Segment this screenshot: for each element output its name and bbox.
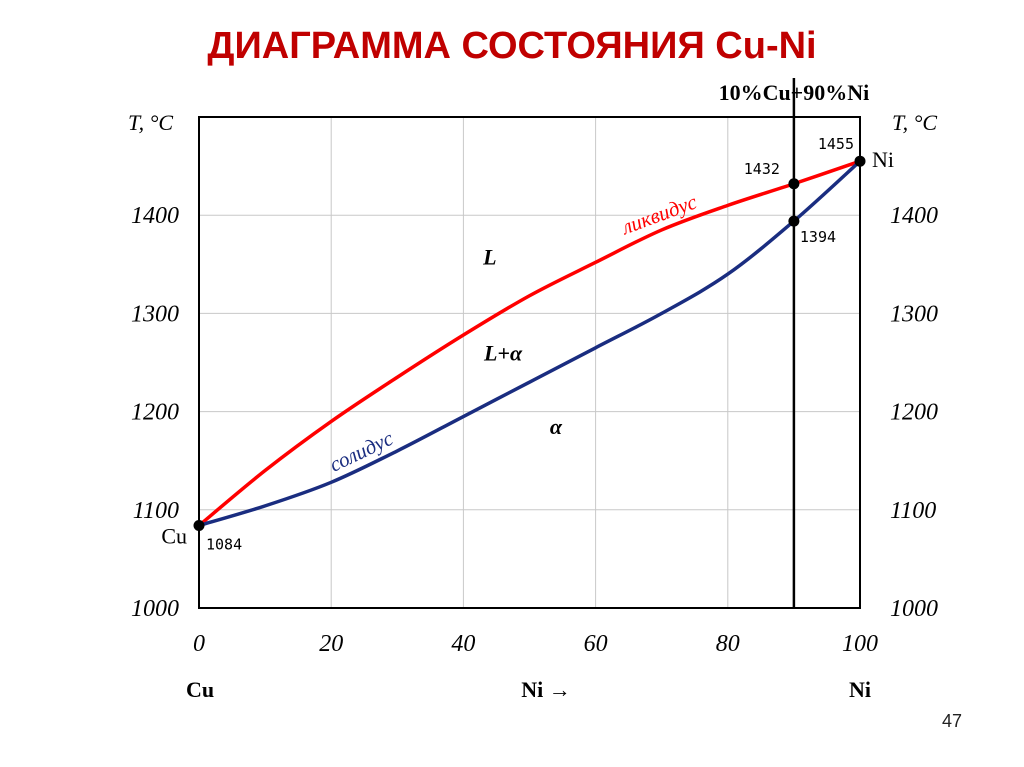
y-tick-left-0: 1000 bbox=[131, 596, 179, 622]
point-marker-1 bbox=[788, 178, 800, 190]
y-axis-label-left: T, °C bbox=[128, 110, 173, 135]
y-tick-right-0: 1000 bbox=[890, 596, 938, 622]
point-marker-3 bbox=[854, 155, 866, 167]
x-tick-4: 80 bbox=[716, 631, 740, 657]
x-center-label: Ni → bbox=[521, 677, 571, 702]
point-label-3: 1455 bbox=[818, 135, 854, 153]
y-tick-right-1: 1100 bbox=[890, 498, 936, 524]
grid-lines bbox=[199, 117, 860, 608]
x-tick-3: 60 bbox=[584, 631, 608, 657]
x-tick-5: 100 bbox=[842, 631, 878, 657]
y-tick-left-1: 1100 bbox=[133, 498, 179, 524]
composition-line-label: 10%Cu+90%Ni bbox=[719, 80, 870, 105]
point-marker-0 bbox=[193, 520, 205, 532]
y-tick-right-4: 1400 bbox=[890, 203, 938, 229]
x-right-label: Ni bbox=[849, 677, 871, 702]
chart-title: ДИАГРАММА СОСТОЯНИЯ Cu-Ni bbox=[207, 25, 816, 67]
point-label-0: 1084 bbox=[206, 536, 242, 554]
plot-frame bbox=[198, 116, 861, 609]
y-axis-label-right: T, °C bbox=[892, 110, 937, 135]
point-endpoint-label-3: Ni bbox=[872, 147, 894, 172]
y-tick-right-3: 1300 bbox=[890, 301, 938, 327]
page-number: 47 bbox=[942, 711, 962, 731]
x-tick-1: 20 bbox=[319, 631, 343, 657]
y-tick-left-4: 1400 bbox=[131, 203, 179, 229]
x-tick-2: 40 bbox=[451, 631, 475, 657]
phase-region-labels: L L+α α bbox=[482, 244, 563, 439]
point-marker-2 bbox=[788, 215, 800, 227]
y-tick-left-2: 1200 bbox=[131, 400, 179, 426]
phase-label-1: L+α bbox=[483, 341, 523, 366]
y-tick-labels-right: 1000 1100 1200 1300 1400 bbox=[890, 203, 938, 622]
y-tick-labels-left: 1000 1100 1200 1300 1400 bbox=[131, 203, 179, 622]
phase-label-2: α bbox=[550, 414, 563, 439]
x-left-label: Cu bbox=[186, 677, 214, 702]
point-endpoint-label-0: Cu bbox=[161, 524, 187, 549]
phase-label-0: L bbox=[482, 244, 496, 269]
y-tick-left-3: 1300 bbox=[131, 301, 179, 327]
series-line-1 bbox=[197, 159, 862, 528]
point-label-2: 1394 bbox=[800, 228, 836, 246]
y-tick-right-2: 1200 bbox=[890, 400, 938, 426]
x-tick-0: 0 bbox=[193, 631, 205, 657]
x-tick-labels: 0 20 40 60 80 100 bbox=[193, 631, 878, 657]
point-label-1: 1432 bbox=[744, 160, 780, 178]
key-points: 1084 Cu 1432 1394 1455 Ni bbox=[161, 135, 894, 553]
series-line-0 bbox=[197, 159, 862, 528]
